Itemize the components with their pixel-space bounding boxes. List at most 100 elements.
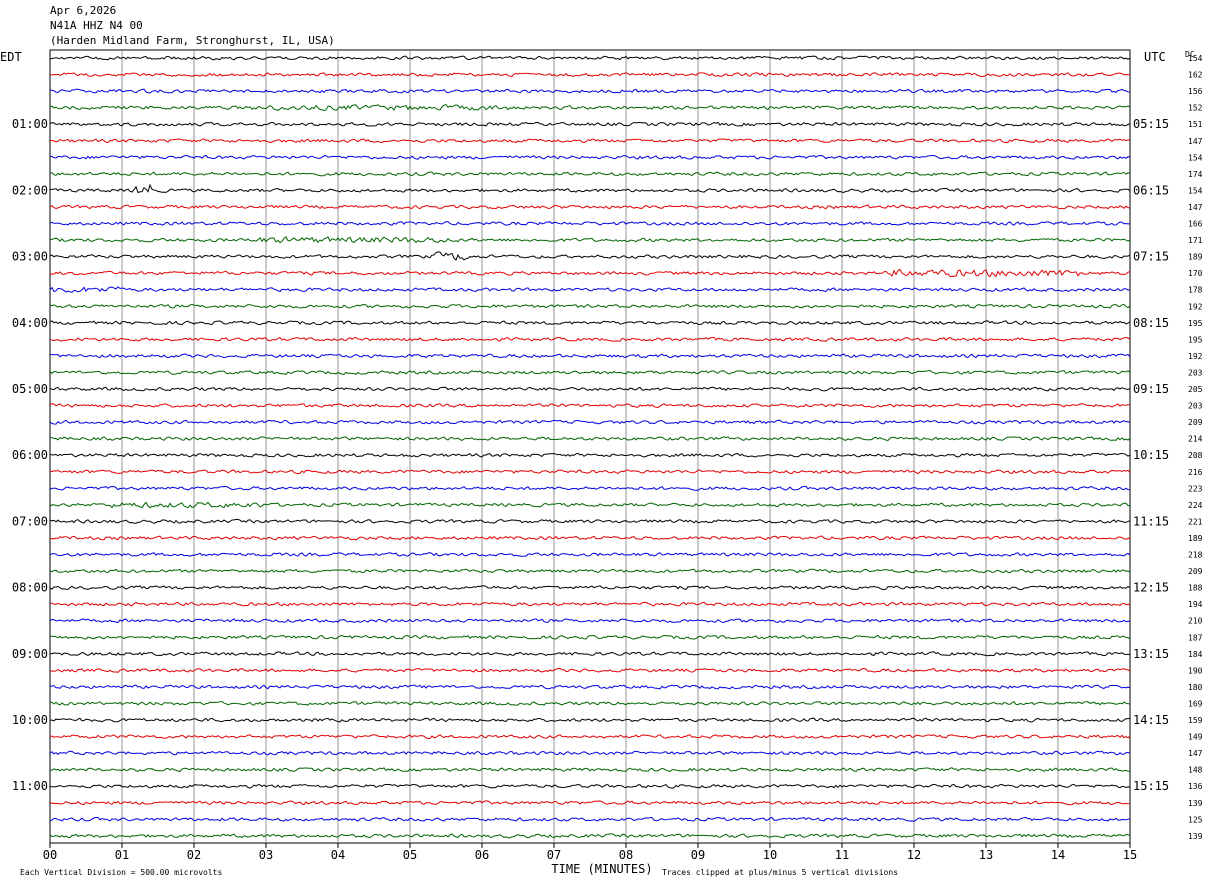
plot-frame — [49, 49, 1131, 844]
seismic-trace — [49, 816, 1131, 822]
dc-offset-label: 216 — [1188, 468, 1203, 477]
seismic-trace — [49, 72, 1130, 78]
seismic-trace — [49, 268, 1131, 278]
dc-offset-label: 151 — [1188, 120, 1203, 129]
dc-offset-label: 171 — [1188, 236, 1203, 245]
dc-offset-label: 187 — [1188, 633, 1203, 642]
seismic-trace — [49, 618, 1131, 624]
dc-offset-label: 223 — [1188, 484, 1203, 493]
seismic-trace — [49, 369, 1131, 375]
seismic-trace — [49, 221, 1131, 226]
x-tick-label: 08 — [619, 848, 633, 862]
dc-offset-label: 224 — [1188, 501, 1203, 510]
edt-time-label: 10:00 — [12, 713, 48, 727]
scale-note: Each Vertical Division = 500.00 microvol… — [20, 868, 222, 877]
seismic-trace — [49, 320, 1131, 326]
dc-offset-label: 159 — [1188, 716, 1203, 725]
dc-offset-label: 162 — [1188, 71, 1203, 80]
dc-offset-label: 209 — [1188, 567, 1203, 576]
x-tick-label: 04 — [331, 848, 345, 862]
seismic-trace — [49, 452, 1131, 458]
utc-time-label: 09:15 — [1133, 382, 1169, 396]
seismic-trace — [49, 303, 1131, 309]
x-tick-label: 09 — [691, 848, 705, 862]
dc-offset-label: 166 — [1188, 220, 1203, 229]
dc-offset-label: 189 — [1188, 253, 1203, 262]
seismic-trace — [49, 88, 1131, 94]
utc-time-label: 08:15 — [1133, 316, 1169, 330]
dc-offset-label: 154 — [1188, 153, 1203, 162]
dc-offset-label: 194 — [1188, 600, 1203, 609]
x-tick-label: 02 — [187, 848, 201, 862]
seismic-trace — [49, 104, 1131, 112]
seismic-trace — [49, 601, 1131, 607]
utc-time-label: 14:15 — [1133, 713, 1169, 727]
seismic-trace — [49, 436, 1131, 442]
seismic-trace — [49, 386, 1131, 392]
dc-offset-label: 203 — [1188, 368, 1203, 377]
dc-offset-label: 218 — [1188, 551, 1203, 560]
seismic-trace — [49, 667, 1131, 673]
seismic-trace — [49, 535, 1131, 541]
dc-offset-label: 195 — [1188, 319, 1203, 328]
dc-offset-label: 156 — [1188, 87, 1203, 96]
dc-offset-label: 192 — [1188, 352, 1203, 361]
dc-offset-label: 210 — [1188, 617, 1203, 626]
dc-offset-label: 189 — [1188, 534, 1203, 543]
dc-offset-label: 148 — [1188, 766, 1203, 775]
edt-time-label: 03:00 — [12, 250, 48, 264]
dc-offset-label: 139 — [1188, 832, 1203, 841]
dc-offset-label: 190 — [1188, 666, 1203, 675]
seismic-trace — [49, 251, 1131, 261]
utc-time-label: 05:15 — [1133, 117, 1169, 131]
seismic-trace — [49, 684, 1131, 690]
dc-offset-label: 170 — [1188, 269, 1203, 278]
dc-offset-label: 221 — [1188, 517, 1203, 526]
seismic-trace — [49, 171, 1131, 177]
dc-offset-label: 125 — [1188, 815, 1203, 824]
x-tick-label: 07 — [547, 848, 561, 862]
edt-time-label: 04:00 — [12, 316, 48, 330]
dc-offset-label: 208 — [1188, 451, 1203, 460]
seismic-trace — [49, 286, 1131, 293]
edt-time-label: 02:00 — [12, 183, 48, 197]
edt-time-label: 05:00 — [12, 382, 48, 396]
dc-offset-label: 139 — [1188, 799, 1203, 808]
seismic-trace — [49, 800, 1131, 806]
x-tick-label: 01 — [115, 848, 129, 862]
seismic-trace — [49, 204, 1130, 210]
x-tick-label: 14 — [1051, 848, 1065, 862]
dc-offset-label: 154 — [1188, 186, 1203, 195]
seismic-trace — [49, 585, 1131, 591]
date-label: Apr 6,2026 — [50, 4, 117, 17]
utc-time-label: 10:15 — [1133, 448, 1169, 462]
station-label: N41A HHZ N4 00 — [50, 19, 143, 32]
dc-offset-label: 188 — [1188, 584, 1203, 593]
utc-axis-label: UTC — [1144, 50, 1166, 64]
dc-offset-label: 205 — [1188, 385, 1203, 394]
edt-time-label: 01:00 — [12, 117, 48, 131]
x-tick-label: 15 — [1123, 848, 1137, 862]
seismic-trace — [49, 833, 1131, 839]
dc-offset-label: 154 — [1188, 54, 1203, 63]
seismic-trace — [49, 236, 1131, 244]
seismic-trace — [49, 501, 1131, 509]
seismic-trace — [49, 700, 1131, 706]
edt-time-label: 06:00 — [12, 448, 48, 462]
dc-offset-label: 214 — [1188, 435, 1203, 444]
dc-header-label: DC — [1185, 50, 1195, 59]
location-label: (Harden Midland Farm, Stronghurst, IL, U… — [50, 34, 335, 47]
dc-offset-label: 174 — [1188, 170, 1203, 179]
seismic-trace — [49, 767, 1131, 773]
x-axis-title: TIME (MINUTES) — [551, 862, 652, 876]
seismic-trace — [49, 568, 1131, 574]
seismic-trace — [49, 121, 1131, 127]
seismic-trace — [49, 183, 1131, 194]
utc-time-label: 13:15 — [1133, 647, 1169, 661]
seismic-trace — [49, 403, 1131, 409]
edt-time-label: 07:00 — [12, 514, 48, 528]
seismic-trace — [49, 138, 1131, 144]
dc-offset-label: 149 — [1188, 733, 1203, 742]
seismic-trace — [49, 469, 1131, 475]
dc-offset-label: 180 — [1188, 683, 1203, 692]
